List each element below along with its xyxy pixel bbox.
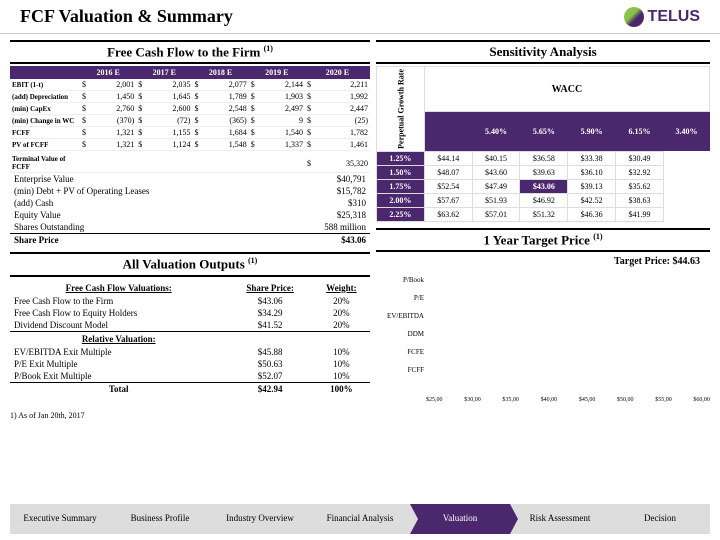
page-title: FCF Valuation & Summary xyxy=(20,6,233,27)
logo-icon xyxy=(624,7,644,27)
sens-col-hdr: WACC xyxy=(424,67,709,112)
fcf-title: Free Cash Flow to the Firm (1) xyxy=(10,40,370,64)
nav-item[interactable]: Business Profile xyxy=(110,504,210,534)
val-hdr-1: Free Cash Flow Valuations: xyxy=(10,281,227,295)
val-outputs-title: All Valuation Outputs (1) xyxy=(10,252,370,276)
val-outputs-table: Free Cash Flow Valuations: Share Price: … xyxy=(10,281,370,395)
target-price: Target Price: $44.63 xyxy=(376,254,710,269)
target-title: 1 Year Target Price (1) xyxy=(376,228,710,252)
nav-item[interactable]: Decision xyxy=(610,504,710,534)
nav-item[interactable]: Financial Analysis xyxy=(310,504,410,534)
nav-item[interactable]: Valuation xyxy=(410,504,510,534)
header: FCF Valuation & Summary TELUS xyxy=(0,0,720,34)
val-hdr-2: Share Price: xyxy=(227,281,312,295)
nav-item[interactable]: Risk Assessment xyxy=(510,504,610,534)
sens-row-hdr: Perpetual Growth Rate xyxy=(377,67,425,152)
logo-text: TELUS xyxy=(648,8,700,26)
summary-table: Enterprise Value$40,791(min) Debt + PV o… xyxy=(10,173,370,246)
sens-table: Perpetual Growth Rate WACC 5.40%5.65%5.9… xyxy=(376,66,710,222)
val-hdr-3: Weight: xyxy=(313,281,370,295)
sens-title: Sensitivity Analysis xyxy=(376,40,710,64)
nav: Executive SummaryBusiness ProfileIndustr… xyxy=(10,504,710,534)
target-chart: P/BookP/EEV/EBITDADDMFCFEFCFF $25,00$30,… xyxy=(376,273,710,403)
footnote: 1) As of Jan 20th, 2017 xyxy=(0,409,720,422)
nav-item[interactable]: Industry Overview xyxy=(210,504,310,534)
fcf-table: 2016 E2017 E2018 E2019 E2020 E EBIT (1-t… xyxy=(10,66,370,173)
logo: TELUS xyxy=(624,7,700,27)
nav-item[interactable]: Executive Summary xyxy=(10,504,110,534)
